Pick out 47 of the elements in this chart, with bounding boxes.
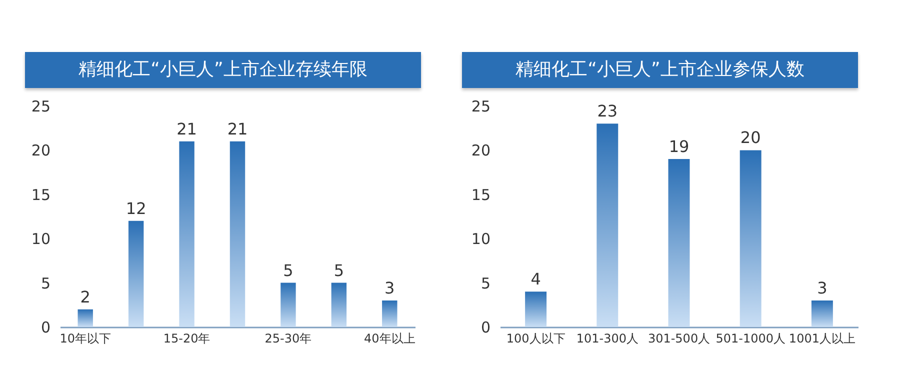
x-tick-label: 1001人以上 [788, 332, 856, 346]
y-tick-label: 15 [31, 186, 50, 204]
chart-title: 精细化工“小巨人”上市企业参保人数 [462, 52, 858, 88]
data-label: 19 [668, 137, 690, 156]
data-label: 20 [740, 128, 761, 148]
data-label: 2 [80, 287, 90, 306]
bar [230, 141, 246, 327]
bar [382, 300, 398, 327]
y-tick-label: 0 [40, 318, 50, 336]
data-label: 3 [817, 278, 828, 298]
data-label: 21 [176, 119, 197, 138]
data-label: 12 [126, 198, 146, 218]
x-tick-label: 501-1000人 [716, 332, 786, 346]
chart-title: 精细化工“小巨人”上市企业存续年限 [25, 52, 421, 88]
y-tick-label: 20 [31, 142, 50, 160]
x-tick-label: 10年以下 [60, 332, 111, 346]
bar [280, 282, 296, 327]
bar [596, 124, 618, 327]
data-label: 5 [283, 260, 294, 280]
x-tick-label: 100人以下 [506, 332, 566, 346]
y-tick-label: 10 [31, 230, 50, 248]
x-tick-label: 40年以上 [364, 332, 416, 346]
y-tick-label: 25 [31, 98, 50, 116]
bar [668, 159, 690, 327]
bar [179, 141, 194, 327]
data-label: 4 [530, 270, 541, 289]
bar [811, 300, 833, 327]
y-tick-label: 15 [471, 186, 490, 204]
y-tick-label: 5 [480, 274, 490, 292]
data-label: 5 [334, 260, 344, 280]
bar [128, 220, 144, 327]
bar [78, 309, 93, 327]
y-tick-label: 0 [480, 318, 490, 336]
y-tick-label: 10 [471, 230, 490, 248]
y-tick-label: 20 [471, 142, 490, 160]
y-tick-label: 25 [471, 98, 490, 116]
data-label: 3 [384, 278, 395, 298]
data-label: 23 [597, 102, 618, 121]
x-tick-label: 301-500人 [648, 332, 710, 346]
x-tick-label: 15-20年 [163, 332, 210, 346]
bar [525, 292, 547, 327]
data-label: 21 [227, 119, 248, 138]
bar [740, 150, 762, 327]
x-tick-label: 101-300人 [576, 332, 638, 346]
y-tick-label: 5 [40, 274, 50, 292]
bar [331, 282, 347, 327]
x-tick-label: 25-30年 [264, 332, 312, 346]
